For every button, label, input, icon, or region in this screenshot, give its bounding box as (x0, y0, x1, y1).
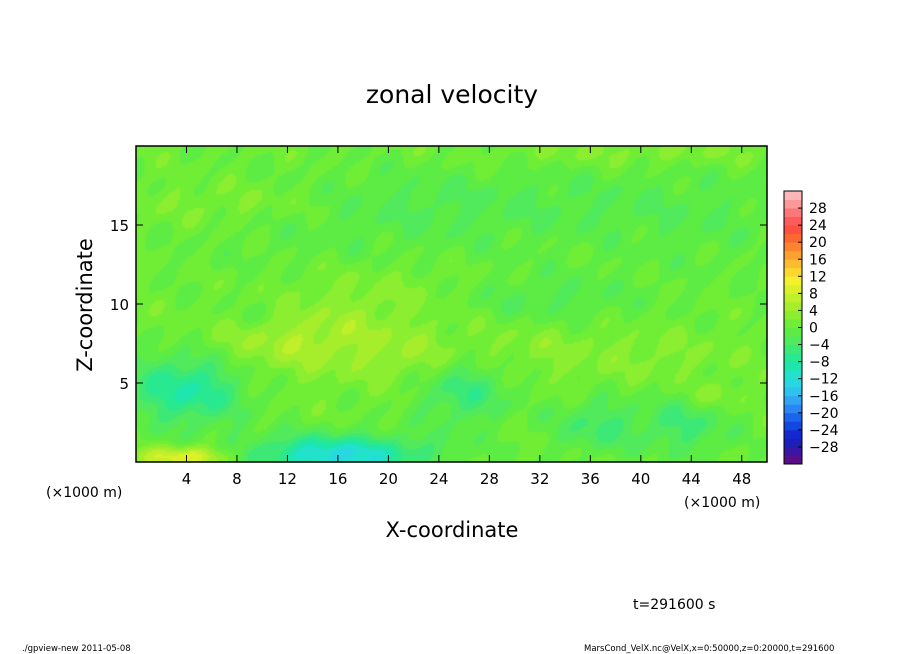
heatmap-plot (135, 145, 768, 463)
colorbar-label: 24 (809, 218, 827, 234)
x-tick-label: 24 (429, 470, 448, 488)
y-tick-label: 5 (119, 375, 129, 393)
colorbar-label: −8 (809, 355, 830, 371)
colorbar-label: 8 (809, 286, 818, 302)
y-axis: 5 10 15 (110, 217, 767, 393)
colorbar-swatch (784, 421, 802, 431)
x-tick-label: 4 (182, 470, 192, 488)
heatmap-field (136, 146, 767, 462)
colorbar-swatch (784, 429, 802, 439)
x-tick-label: 40 (631, 470, 650, 488)
colorbar-swatch (784, 455, 802, 465)
colorbar-label: 4 (809, 303, 818, 319)
colorbar-swatch (784, 412, 802, 422)
colorbar-label: 12 (809, 269, 827, 285)
colorbar-swatch (784, 361, 802, 371)
colorbar-swatch (784, 318, 802, 328)
x-tick-label: 16 (328, 470, 347, 488)
x-tick-label: 20 (379, 470, 398, 488)
footer-left: ./gpview-new 2011-05-08 (22, 644, 131, 654)
colorbar-label: −4 (809, 338, 830, 354)
colorbar-swatch (784, 310, 802, 320)
y-tick-label: 15 (110, 217, 129, 235)
colorbar-swatch (784, 301, 802, 311)
colorbar-swatch (784, 395, 802, 405)
footer-right: MarsCond_VelX.nc@VelX,x=0:50000,z=0:2000… (584, 644, 834, 654)
colorbar-label: −12 (809, 372, 839, 388)
time-label: t=291600 s (633, 597, 715, 613)
x-tick-label: 48 (732, 470, 751, 488)
y-axis-label: Z-coordinate (73, 238, 97, 372)
colorbar-label: −16 (809, 389, 839, 405)
colorbar-label: −28 (809, 440, 839, 456)
colorbar-swatch (784, 344, 802, 354)
x-tick-label: 12 (278, 470, 297, 488)
colorbar-swatch (784, 378, 802, 388)
colorbar-swatch (784, 267, 802, 277)
colorbar-swatch (784, 353, 802, 363)
colorbar-label: 28 (809, 201, 827, 217)
x-unit-right: (×1000 m) (684, 495, 760, 511)
colorbar-swatch (784, 259, 802, 269)
colorbar-swatch (784, 242, 802, 252)
colorbar-label: 20 (809, 235, 827, 251)
x-tick-label: 28 (480, 470, 499, 488)
colorbar-swatch (784, 404, 802, 414)
colorbar-swatch (784, 446, 802, 456)
colorbar-swatch (784, 387, 802, 397)
x-axis: 4 8 12 16 20 24 28 32 36 40 44 48 (182, 146, 751, 488)
colorbar-swatch (784, 216, 802, 226)
x-unit-left: (×1000 m) (46, 485, 122, 501)
colorbar-label: −24 (809, 423, 839, 439)
chart-title: zonal velocity (366, 80, 538, 109)
x-tick-label: 8 (232, 470, 242, 488)
colorbar-swatch (784, 250, 802, 260)
colorbar-swatch (784, 336, 802, 345)
colorbar-label: 16 (809, 252, 827, 268)
y-tick-label: 10 (110, 296, 129, 314)
x-tick-label: 36 (581, 470, 600, 488)
colorbar-swatch (784, 233, 802, 243)
colorbar-label: 0 (809, 321, 818, 337)
x-axis-label: X-coordinate (386, 518, 519, 542)
colorbar-swatch (784, 191, 802, 200)
colorbar-swatch (784, 208, 802, 217)
colorbar-swatch (784, 225, 802, 235)
colorbar-swatch (784, 293, 802, 303)
colorbar-swatch (784, 327, 802, 337)
colorbar-swatch (784, 284, 802, 294)
x-tick-label: 44 (682, 470, 701, 488)
colorbar-swatch (784, 370, 802, 380)
colorbar-swatch (784, 199, 802, 209)
colorbar-label: −20 (809, 406, 839, 422)
colorbar-swatch (784, 438, 802, 448)
colorbar-swatch (784, 276, 802, 286)
x-tick-label: 32 (530, 470, 549, 488)
